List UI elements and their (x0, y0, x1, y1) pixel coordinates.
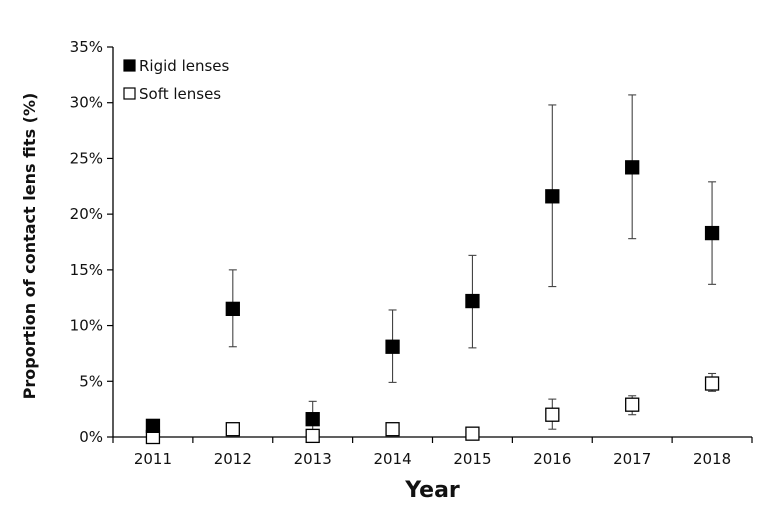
rigid-lenses-point (465, 293, 480, 309)
rigid-lenses-point (385, 339, 400, 354)
soft-lenses-point (385, 422, 400, 437)
rigid-lenses-point (545, 189, 560, 204)
y-tick-label: 20% (70, 205, 103, 223)
soft-lenses-point (225, 422, 240, 437)
error-bars (228, 94, 717, 437)
y-tick-label: 30% (70, 94, 103, 112)
plot-area: 0%5%10%15%20%25%30%35% 2011 2012 2013 2014 2… (70, 38, 753, 468)
soft-lenses-point (545, 407, 560, 422)
y-axis-ticks: 0% 5% 10% 15% 20% 25% 30% 35% (70, 38, 113, 446)
x-tick-label: 2012 (214, 450, 252, 468)
y-tick-label: 35% (70, 38, 103, 56)
rigid-lenses-point (145, 418, 161, 434)
y-tick-label: 25% (70, 149, 103, 167)
rigid-lenses-point (225, 301, 240, 317)
data-points (145, 160, 720, 445)
legend-label-soft-lenses: Soft lenses (139, 85, 221, 103)
y-tick-label: 10% (70, 317, 103, 335)
y-axis-title: Proportion of contact lens fits (%) (20, 93, 39, 400)
x-tick-label: 2011 (134, 450, 172, 468)
soft-lenses-point (465, 426, 480, 441)
x-tick-label: 2016 (533, 450, 571, 468)
x-tick-label: 2014 (373, 450, 411, 468)
soft-lenses-point (704, 376, 720, 391)
x-axis-ticks: 2011 2012 2013 2014 2015 2016 2017 2018 (112, 437, 753, 468)
legend: Rigid lenses Soft lenses (123, 57, 230, 103)
y-tick-label: 0% (79, 428, 103, 446)
rigid-lenses-point (704, 225, 720, 241)
rigid-lenses-point (305, 412, 320, 427)
y-tick-label: 5% (79, 372, 103, 390)
legend-label-rigid-lenses: Rigid lenses (139, 57, 230, 75)
soft-lenses-point (305, 428, 320, 444)
x-tick-label: 2018 (693, 450, 731, 468)
soft-lenses-point (625, 397, 640, 412)
rigid-lenses-point (625, 160, 640, 175)
x-axis-title: Year (404, 478, 460, 503)
legend-marker-soft-lenses (123, 87, 136, 100)
x-tick-label: 2015 (453, 450, 491, 468)
x-tick-label: 2013 (294, 450, 332, 468)
y-tick-label: 15% (70, 261, 103, 279)
x-tick-label: 2017 (613, 450, 651, 468)
legend-marker-rigid-lenses (123, 59, 136, 72)
